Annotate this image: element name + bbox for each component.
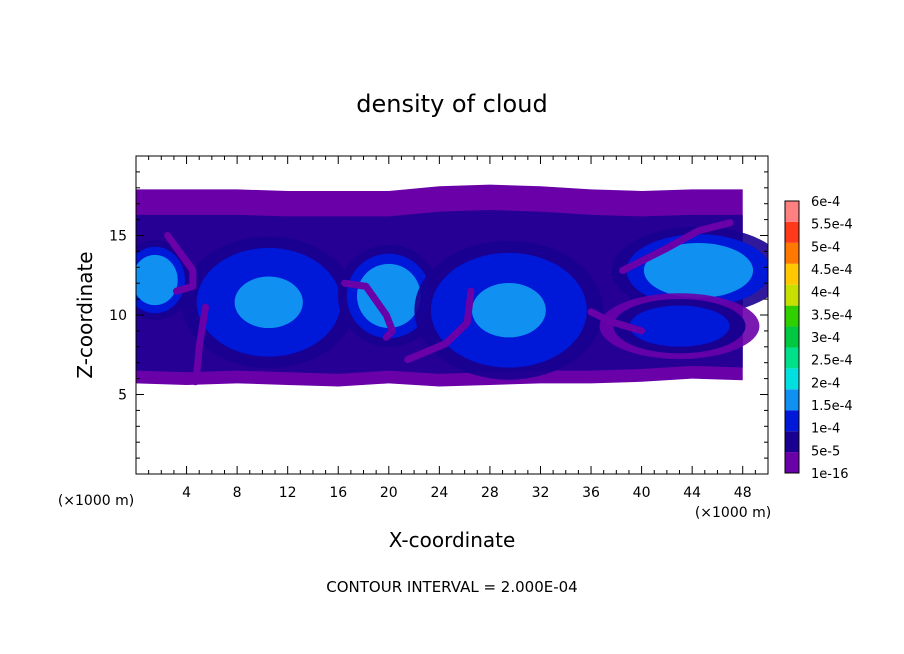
colorbar-label: 2e-4 xyxy=(811,376,840,391)
y-axis-label: Z-coordinate xyxy=(73,251,97,378)
colorbar-swatch xyxy=(785,221,799,243)
low-density-filament-4 xyxy=(619,219,734,274)
x-tick-label: 8 xyxy=(233,485,242,501)
x-tick-label: 32 xyxy=(532,485,550,501)
colorbar-label: 1.5e-4 xyxy=(811,399,853,414)
colorbar-label: 3.5e-4 xyxy=(811,308,853,323)
colorbar-swatch xyxy=(785,305,799,327)
low-density-filament-1 xyxy=(191,303,210,386)
contour-interval-note: CONTOUR INTERVAL = 2.000E-04 xyxy=(326,578,577,596)
low-density-filament-3 xyxy=(404,287,475,364)
x-tick-label: 40 xyxy=(633,485,651,501)
colorbar-swatch xyxy=(785,452,799,473)
density-field xyxy=(136,184,768,387)
colorbar-swatch xyxy=(785,389,799,411)
y-tick-label: 15 xyxy=(109,229,127,245)
density-blob-3-level-3 xyxy=(471,283,546,338)
colorbar-label: 4.5e-4 xyxy=(811,263,853,278)
density-blob-5-level-3 xyxy=(648,313,711,340)
x-tick-label: 4 xyxy=(182,485,191,501)
colorbar-swatch xyxy=(785,431,799,453)
colorbar-swatch xyxy=(785,326,799,348)
density-blob-1-level-3 xyxy=(234,276,303,329)
colorbar-swatch xyxy=(785,368,799,390)
x-tick-label: 28 xyxy=(481,485,499,501)
colorbar: 1e-16 5e-5 1e-4 1.5e-4 2e-4 2.5e-4 3e-4 3.5e-4 4… xyxy=(784,195,853,482)
colorbar-swatch xyxy=(785,263,799,285)
x-axis: 4 8 12 16 20 24 28 32 36 40 44 48 xyxy=(148,156,756,501)
colorbar-swatch xyxy=(785,347,799,369)
colorbar-frame xyxy=(784,200,800,474)
colorbar-label: 2.5e-4 xyxy=(811,354,853,369)
colorbar-label: 6e-4 xyxy=(811,195,840,210)
density-blob-0-level-3 xyxy=(140,264,170,296)
x-tick-label: 44 xyxy=(683,485,701,501)
x-tick-label: 12 xyxy=(279,485,297,501)
x-axis-label: X-coordinate xyxy=(389,528,516,552)
colorbar-swatch xyxy=(785,410,799,432)
colorbar-label: 5.5e-4 xyxy=(811,218,853,233)
y-axis: 5 10 15 xyxy=(109,171,768,459)
colorbar-label: 4e-4 xyxy=(811,286,840,301)
colorbar-label: 3e-4 xyxy=(811,331,840,346)
x-tick-label: 24 xyxy=(430,485,448,501)
colorbar-label: 5e-5 xyxy=(811,444,840,459)
colorbar-swatch xyxy=(785,201,799,222)
y-tick-label: 10 xyxy=(109,308,127,324)
x-unit-label-left: (×1000 m) xyxy=(58,493,134,509)
colorbar-swatch xyxy=(785,284,799,306)
x-tick-label: 36 xyxy=(582,485,600,501)
x-unit-label-right: (×1000 m) xyxy=(695,505,771,521)
low-density-filament-0 xyxy=(164,232,197,295)
colorbar-swatch xyxy=(785,242,799,264)
y-tick-label: 5 xyxy=(118,388,127,404)
chart-title: density of cloud xyxy=(356,90,547,118)
low-density-filament-5 xyxy=(587,308,646,335)
colorbar-label: 5e-4 xyxy=(811,240,840,255)
colorbar-label: 1e-4 xyxy=(811,422,840,437)
x-tick-label: 48 xyxy=(734,485,752,501)
density-blob-4-level-3 xyxy=(664,253,733,288)
colorbar-label: 1e-16 xyxy=(811,467,849,482)
x-tick-label: 16 xyxy=(329,485,347,501)
low-density-filament-2 xyxy=(341,279,397,341)
x-tick-label: 20 xyxy=(380,485,398,501)
